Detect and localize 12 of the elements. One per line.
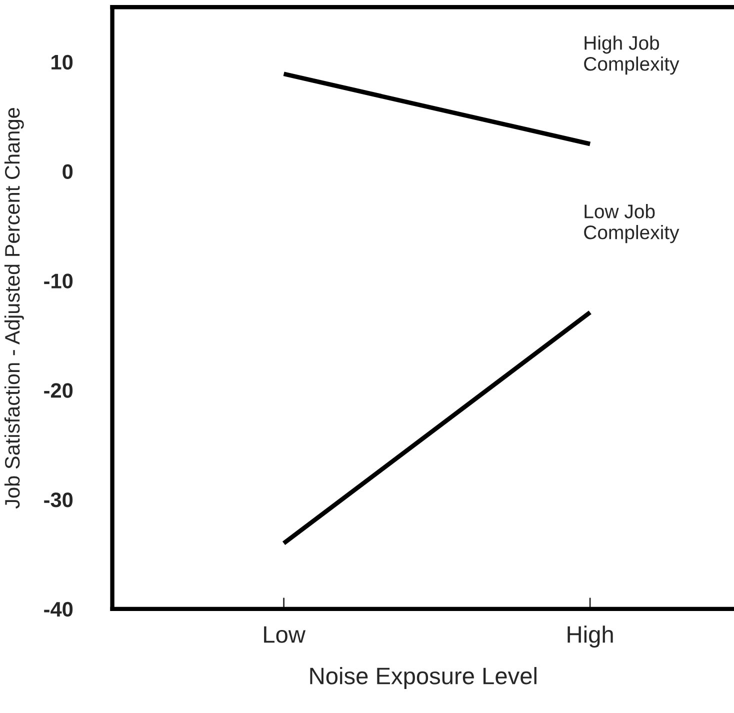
y-tick-label: -40	[44, 602, 73, 617]
y-tick-label: -30	[44, 492, 73, 508]
text: Low Job Complexity	[584, 204, 680, 244]
y-axis-title: Job Satisfaction - Adjusted Percent Change	[4, 108, 24, 509]
text: High Job Complexity	[584, 36, 680, 75]
x-tick-label: Low	[264, 626, 306, 643]
y-tick-label: 10	[52, 54, 73, 70]
x-tick-label: High	[568, 626, 613, 648]
y-tick-label: -20	[44, 383, 73, 398]
x-axis-title: Noise Exposure Level	[310, 667, 536, 690]
y-tick-label: 0	[62, 164, 73, 180]
y-tick-label: -10	[44, 274, 73, 288]
